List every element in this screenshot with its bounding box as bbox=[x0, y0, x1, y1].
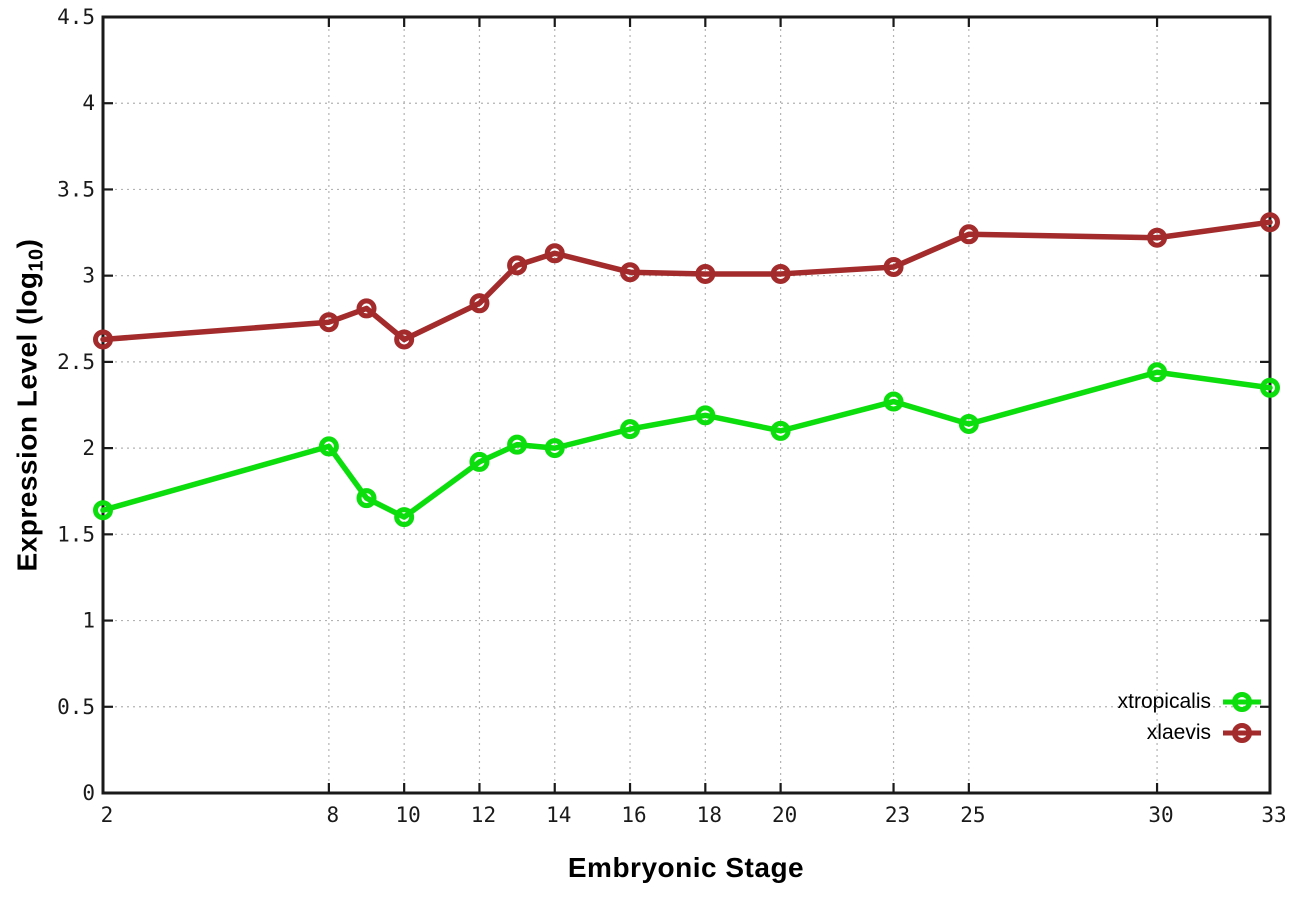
data-point bbox=[1260, 377, 1280, 398]
legend-item-xtropicalis: xtropicalis bbox=[1118, 687, 1264, 716]
data-point bbox=[770, 263, 791, 284]
x-tick-label: 10 bbox=[396, 803, 421, 827]
legend-item-xlaevis: xlaevis bbox=[1118, 718, 1264, 747]
x-tick-label: 30 bbox=[1148, 803, 1173, 827]
data-point bbox=[469, 293, 490, 314]
data-point bbox=[1260, 212, 1280, 233]
data-point bbox=[770, 420, 791, 441]
x-tick-label: 33 bbox=[1261, 803, 1286, 827]
data-point bbox=[356, 298, 377, 319]
data-point bbox=[469, 451, 490, 472]
y-tick-label: 0 bbox=[82, 781, 95, 805]
y-tick-label: 3.5 bbox=[57, 177, 95, 201]
x-tick-label: 14 bbox=[546, 803, 571, 827]
series-line-xlaevis bbox=[100, 219, 1273, 343]
x-tick-label: 18 bbox=[697, 803, 722, 827]
data-point bbox=[620, 419, 641, 440]
y-tick-label: 4.5 bbox=[57, 5, 95, 29]
data-point bbox=[318, 436, 339, 457]
data-point bbox=[620, 262, 641, 283]
line-marker-icon bbox=[1223, 691, 1261, 712]
y-axis-label: Expression Level (log10) bbox=[12, 239, 49, 572]
y-tick-label: 3 bbox=[82, 264, 95, 288]
y-axis-label-subscript: 10 bbox=[25, 248, 48, 272]
data-point bbox=[1147, 227, 1168, 248]
y-tick-label: 1.5 bbox=[57, 522, 95, 546]
y-axis-label-suffix: ) bbox=[11, 238, 43, 249]
data-point bbox=[394, 507, 415, 528]
data-point bbox=[544, 438, 565, 459]
series-line-xtropicalis bbox=[100, 369, 1273, 520]
data-point bbox=[507, 434, 528, 455]
data-point bbox=[695, 405, 716, 426]
data-point bbox=[1147, 362, 1168, 383]
y-axis-label-text: Expression Level (log bbox=[11, 271, 43, 572]
data-point bbox=[356, 488, 377, 509]
data-point bbox=[883, 391, 904, 412]
line-marker-icon bbox=[1223, 722, 1261, 743]
legend-label: xtropicalis bbox=[1117, 689, 1211, 713]
data-point bbox=[507, 255, 528, 276]
y-tick-label: 2 bbox=[82, 436, 95, 460]
legend: xtropicalis xlaevis bbox=[1118, 687, 1264, 747]
x-tick-label: 20 bbox=[772, 803, 797, 827]
y-tick-label: 2.5 bbox=[57, 350, 95, 374]
data-point bbox=[695, 263, 716, 284]
data-point bbox=[394, 329, 415, 350]
x-tick-label: 25 bbox=[960, 803, 985, 827]
series-markers-xlaevis bbox=[93, 212, 1280, 350]
data-point bbox=[93, 500, 113, 521]
series-markers-xtropicalis bbox=[93, 362, 1280, 528]
x-tick-label: 16 bbox=[621, 803, 646, 827]
data-point bbox=[93, 329, 113, 350]
data-point bbox=[958, 413, 979, 434]
x-tick-label: 23 bbox=[885, 803, 910, 827]
y-tick-label: 1 bbox=[82, 609, 95, 633]
y-tick-label: 4 bbox=[82, 91, 95, 115]
data-point bbox=[883, 257, 904, 278]
x-tick-label: 8 bbox=[327, 803, 340, 827]
x-tick-label: 12 bbox=[471, 803, 496, 827]
x-axis-label: Embryonic Stage bbox=[567, 852, 805, 883]
data-point bbox=[958, 224, 979, 245]
legend-label: xlaevis bbox=[1146, 720, 1211, 744]
data-point bbox=[544, 243, 565, 264]
y-tick-label: 0.5 bbox=[57, 695, 95, 719]
data-point bbox=[318, 312, 339, 333]
x-tick-label: 2 bbox=[101, 803, 114, 827]
